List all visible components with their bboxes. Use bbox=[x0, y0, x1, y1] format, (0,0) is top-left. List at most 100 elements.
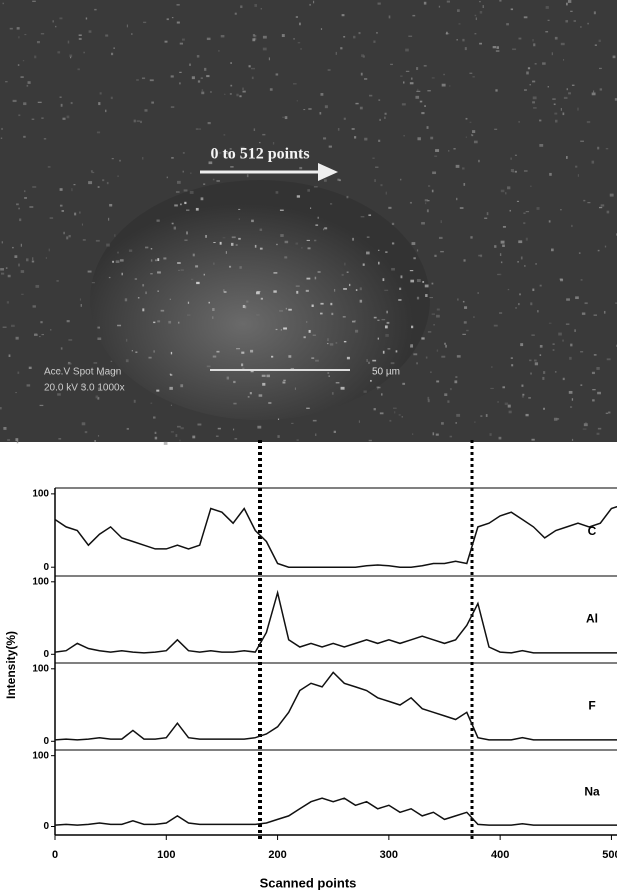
speckle bbox=[184, 189, 188, 191]
speckle bbox=[259, 142, 260, 143]
speckle bbox=[97, 132, 100, 134]
speckle bbox=[562, 340, 563, 342]
speckle bbox=[311, 358, 314, 359]
speckle bbox=[391, 268, 395, 271]
speckle bbox=[180, 43, 183, 45]
speckle bbox=[506, 23, 509, 25]
speckle bbox=[392, 242, 394, 244]
speckle bbox=[315, 433, 316, 435]
speckle bbox=[569, 391, 573, 394]
speckle bbox=[542, 62, 546, 64]
speckle bbox=[80, 298, 81, 300]
speckle bbox=[402, 383, 405, 385]
speckle bbox=[182, 39, 185, 41]
series-label: Na bbox=[584, 785, 600, 799]
speckle bbox=[24, 34, 26, 35]
speckle bbox=[598, 250, 600, 251]
speckle bbox=[408, 36, 412, 37]
speckle bbox=[580, 26, 581, 28]
speckle bbox=[323, 228, 324, 230]
speckle bbox=[239, 95, 241, 97]
speckle bbox=[96, 240, 100, 242]
y-tick-label: 100 bbox=[32, 663, 49, 674]
speckle bbox=[46, 257, 47, 259]
speckle bbox=[187, 314, 190, 315]
speckle bbox=[23, 136, 25, 138]
speckle bbox=[339, 179, 341, 181]
speckle bbox=[436, 380, 439, 382]
speckle bbox=[466, 330, 468, 331]
speckle bbox=[424, 105, 426, 107]
speckle bbox=[83, 239, 86, 240]
speckle bbox=[17, 441, 18, 443]
speckle bbox=[245, 306, 247, 309]
speckle bbox=[428, 331, 431, 332]
speckle bbox=[531, 439, 534, 441]
speckle bbox=[55, 26, 56, 27]
speckle bbox=[153, 322, 155, 323]
speckle bbox=[608, 412, 610, 414]
speckle bbox=[183, 152, 185, 153]
speckle bbox=[540, 354, 542, 356]
speckle bbox=[105, 110, 106, 112]
speckle bbox=[420, 101, 422, 103]
y-tick-label: 0 bbox=[43, 821, 49, 832]
speckle bbox=[450, 388, 452, 390]
speckle bbox=[52, 20, 54, 22]
sem-image bbox=[0, 0, 617, 445]
speckle bbox=[500, 253, 501, 256]
speckle bbox=[610, 194, 614, 197]
speckle bbox=[278, 419, 279, 420]
speckle bbox=[417, 137, 420, 140]
speckle bbox=[361, 73, 363, 76]
speckle bbox=[179, 440, 180, 442]
speckle bbox=[299, 23, 301, 26]
speckle bbox=[518, 240, 522, 243]
speckle bbox=[224, 291, 227, 293]
speckle bbox=[231, 243, 233, 246]
speckle bbox=[394, 411, 395, 413]
speckle bbox=[48, 166, 51, 168]
speckle bbox=[507, 186, 510, 189]
speckle bbox=[462, 167, 464, 169]
speckle bbox=[383, 351, 385, 354]
speckle bbox=[241, 352, 244, 354]
speckle bbox=[303, 109, 305, 110]
speckle bbox=[266, 375, 270, 378]
speckle bbox=[288, 355, 291, 358]
speckle bbox=[314, 186, 318, 187]
speckle bbox=[563, 378, 565, 380]
speckle bbox=[429, 297, 433, 298]
speckle bbox=[298, 42, 300, 43]
speckle bbox=[330, 343, 333, 345]
speckle bbox=[601, 204, 605, 206]
speckle bbox=[392, 223, 394, 225]
speckle bbox=[515, 171, 517, 173]
speckle bbox=[592, 161, 595, 164]
speckle bbox=[269, 57, 270, 60]
speckle bbox=[443, 74, 445, 75]
speckle bbox=[599, 40, 601, 42]
speckle bbox=[201, 77, 203, 79]
speckle bbox=[548, 86, 549, 87]
speckle bbox=[572, 398, 573, 400]
speckle bbox=[439, 237, 443, 239]
speckle bbox=[157, 290, 159, 292]
speckle bbox=[297, 195, 300, 197]
speckle bbox=[511, 8, 513, 10]
speckle bbox=[251, 68, 255, 69]
speckle bbox=[171, 405, 172, 406]
speckle bbox=[432, 190, 434, 193]
speckle bbox=[250, 392, 252, 394]
speckle bbox=[369, 95, 372, 97]
speckle bbox=[151, 403, 153, 404]
speckle bbox=[94, 440, 96, 442]
speckle bbox=[464, 306, 467, 309]
speckle bbox=[306, 408, 310, 409]
speckle bbox=[197, 55, 199, 58]
speckle bbox=[422, 281, 424, 283]
speckle bbox=[67, 116, 70, 119]
speckle bbox=[156, 390, 159, 392]
speckle bbox=[60, 205, 63, 207]
speckle bbox=[441, 220, 442, 223]
